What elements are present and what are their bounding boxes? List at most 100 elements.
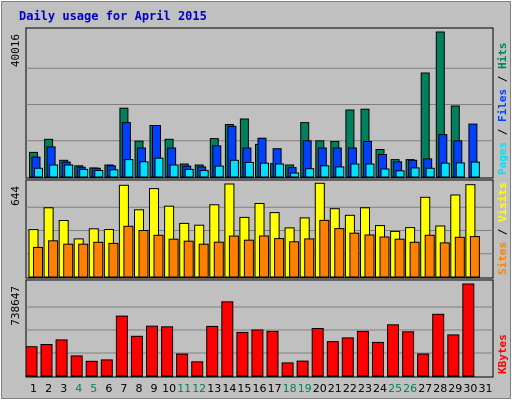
panel-hits-files-pages: 40016 Pages / Files / Hits bbox=[9, 27, 509, 179]
bar-sites-day-23 bbox=[364, 234, 375, 278]
bar-pages-day-4 bbox=[79, 168, 89, 178]
y-max-label: 738647 bbox=[9, 286, 22, 326]
legend-entry: Hits bbox=[496, 43, 509, 70]
day-label-26: 26 bbox=[403, 382, 417, 395]
bar-pages-day-11 bbox=[184, 168, 194, 178]
day-label-28: 28 bbox=[433, 382, 447, 395]
day-label-8: 8 bbox=[136, 382, 143, 395]
bar-pages-day-19 bbox=[305, 168, 315, 178]
bar-sites-day-16 bbox=[259, 235, 269, 278]
bar-kbytes-day-7 bbox=[115, 315, 128, 377]
legend-entry: Sites bbox=[496, 242, 509, 275]
bar-sites-day-12 bbox=[198, 243, 209, 278]
bar-pages-day-17 bbox=[275, 163, 285, 178]
day-label-25: 25 bbox=[388, 382, 402, 395]
legend-entry: / bbox=[496, 69, 509, 89]
bar-sites-day-3 bbox=[63, 243, 74, 278]
chart-panels: 40016 Pages / Files / Hits 644 Sites / Visi… bbox=[9, 27, 509, 378]
bar-sites-day-6 bbox=[108, 242, 119, 278]
bar-kbytes-day-19 bbox=[296, 360, 309, 377]
bar-kbytes-day-20 bbox=[311, 328, 324, 377]
day-label-27: 27 bbox=[418, 382, 432, 395]
bar-sites-day-7 bbox=[123, 225, 134, 278]
bar-sites-day-30 bbox=[469, 236, 480, 278]
bar-kbytes-day-3 bbox=[55, 339, 68, 377]
bar-kbytes-day-9 bbox=[146, 325, 158, 377]
bar-kbytes-day-28 bbox=[432, 313, 445, 377]
bar-sites-day-25 bbox=[394, 238, 405, 278]
bar-pages-day-28 bbox=[440, 162, 450, 178]
day-label-21: 21 bbox=[328, 382, 342, 395]
panel-visits-sites: 644 Sites / Visits bbox=[9, 179, 509, 279]
bar-pages-day-24 bbox=[380, 168, 390, 178]
day-label-18: 18 bbox=[283, 382, 297, 395]
bar-kbytes-day-17 bbox=[266, 330, 279, 377]
bar-kbytes-day-4 bbox=[70, 355, 83, 377]
bar-kbytes-day-27 bbox=[417, 353, 430, 377]
day-label-23: 23 bbox=[358, 382, 372, 395]
bar-kbytes-day-14 bbox=[221, 301, 234, 377]
bar-sites-day-27 bbox=[424, 234, 435, 278]
bar-pages-day-18 bbox=[290, 172, 300, 178]
bar-sites-day-10 bbox=[168, 238, 179, 278]
day-label-3: 3 bbox=[60, 382, 67, 395]
bar-kbytes-day-16 bbox=[251, 329, 264, 377]
bar-sites-day-24 bbox=[379, 236, 390, 278]
bar-kbytes-day-25 bbox=[387, 324, 399, 377]
bar-sites-day-26 bbox=[409, 241, 420, 278]
bar-kbytes-day-15 bbox=[236, 331, 249, 377]
legend-entry: Files bbox=[496, 89, 509, 122]
bar-sites-day-15 bbox=[243, 239, 254, 278]
bar-pages-day-1 bbox=[34, 167, 43, 178]
day-label-12: 12 bbox=[192, 382, 206, 395]
bar-kbytes-day-8 bbox=[130, 335, 143, 377]
day-label-29: 29 bbox=[448, 382, 462, 395]
day-label-9: 9 bbox=[151, 382, 158, 395]
bar-kbytes-day-22 bbox=[341, 337, 354, 377]
bar-pages-day-16 bbox=[260, 162, 269, 178]
bar-pages-day-20 bbox=[320, 165, 330, 178]
bar-kbytes-day-30 bbox=[462, 283, 475, 377]
day-label-17: 17 bbox=[268, 382, 282, 395]
legend-hits-files-pages: Pages / Files / Hits bbox=[496, 43, 509, 176]
legend-entry: Pages bbox=[496, 142, 509, 175]
bar-pages-day-27 bbox=[425, 167, 435, 178]
panel-kbytes: 738647 KBytes bbox=[9, 279, 509, 378]
bar-sites-day-29 bbox=[454, 236, 465, 278]
bar-pages-day-8 bbox=[139, 161, 149, 178]
day-label-6: 6 bbox=[105, 382, 112, 395]
bar-kbytes-day-10 bbox=[161, 326, 174, 377]
bar-pages-day-15 bbox=[244, 162, 254, 178]
bar-kbytes-day-13 bbox=[206, 325, 219, 377]
bar-pages-day-3 bbox=[64, 164, 74, 178]
y-max-label: 644 bbox=[9, 186, 22, 206]
day-label-31: 31 bbox=[479, 382, 493, 395]
bar-pages-day-29 bbox=[455, 162, 465, 178]
bar-sites-day-19 bbox=[304, 238, 315, 278]
day-label-4: 4 bbox=[75, 382, 82, 395]
day-label-24: 24 bbox=[373, 382, 387, 395]
bar-kbytes-day-6 bbox=[100, 359, 113, 377]
bar-pages-day-22 bbox=[350, 163, 360, 178]
bar-pages-day-26 bbox=[410, 167, 420, 178]
day-label-22: 22 bbox=[343, 382, 357, 395]
day-label-30: 30 bbox=[463, 382, 477, 395]
bar-kbytes-day-12 bbox=[191, 361, 204, 377]
bar-pages-day-25 bbox=[395, 170, 405, 178]
bar-kbytes-day-1 bbox=[25, 346, 38, 377]
bar-sites-day-9 bbox=[153, 234, 164, 278]
day-label-14: 14 bbox=[222, 382, 236, 395]
day-label-16: 16 bbox=[253, 382, 267, 395]
day-label-11: 11 bbox=[177, 382, 191, 395]
bar-sites-day-28 bbox=[439, 242, 450, 278]
legend-entry: Visits bbox=[496, 182, 509, 222]
bar-sites-day-22 bbox=[349, 232, 360, 278]
bar-pages-day-30 bbox=[470, 161, 480, 178]
bar-kbytes-day-18 bbox=[281, 362, 294, 377]
bar-kbytes-day-21 bbox=[326, 341, 339, 377]
day-label-7: 7 bbox=[120, 382, 127, 395]
day-label-13: 13 bbox=[207, 382, 221, 395]
bar-pages-day-21 bbox=[335, 166, 345, 178]
chart-title: Daily usage for April 2015 bbox=[19, 9, 207, 23]
bar-kbytes-day-24 bbox=[372, 341, 384, 377]
